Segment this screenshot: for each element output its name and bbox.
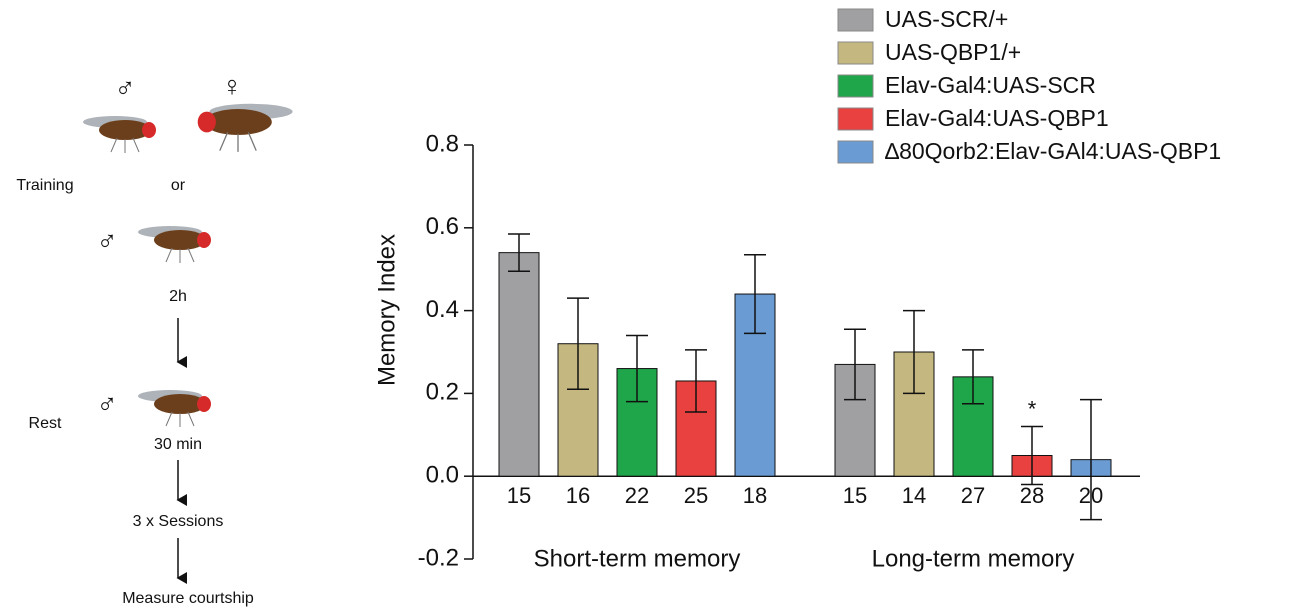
n-label: 15 [843, 483, 867, 508]
legend-swatch [837, 41, 874, 65]
n-label: 14 [902, 483, 926, 508]
legend-swatch [837, 8, 874, 32]
y-tick-label: 0.6 [426, 213, 459, 240]
x-group-label: Short-term memory [534, 545, 741, 572]
error-bar [744, 253, 766, 335]
step-label: Measure courtship [122, 590, 254, 607]
error-bar [685, 349, 707, 413]
n-label: 18 [743, 483, 767, 508]
legend-swatch [837, 107, 874, 131]
error-bar [1080, 398, 1102, 521]
legend-label: Elav-Gal4:UAS-SCR [885, 72, 1096, 98]
y-tick-label: 0.2 [426, 379, 459, 406]
x-group-label: Long-term memory [872, 545, 1075, 572]
legend-swatch [837, 140, 874, 164]
male-symbol: ♂ [97, 388, 118, 419]
step-label: 3 x Sessions [133, 513, 224, 530]
y-tick-label: 0.0 [426, 462, 459, 489]
legend-label: ∆80Qorb2:Elav-GAl4:UAS-QBP1 [885, 138, 1221, 164]
error-bar [903, 309, 925, 395]
fly-icon [82, 115, 157, 154]
step-label: 30 min [154, 436, 202, 453]
protocol-diagram: ♂ ♀ Training or ♂ 2h Rest ♂ 30 min 3 x S… [16, 70, 294, 607]
bar [498, 252, 540, 477]
n-label: 20 [1079, 483, 1103, 508]
n-label: 22 [625, 483, 649, 508]
legend-label: UAS-SCR/+ [885, 6, 1008, 32]
n-label: 27 [961, 483, 985, 508]
legend-label: Elav-Gal4:UAS-QBP1 [885, 105, 1109, 131]
fly-icon [137, 389, 212, 428]
error-bar [508, 233, 530, 273]
annotation: * [1028, 396, 1037, 421]
n-label: 16 [566, 483, 590, 508]
male-symbol: ♂ [97, 225, 118, 256]
legend-label: UAS-QBP1/+ [885, 39, 1021, 65]
step-label: Rest [29, 415, 62, 432]
male-symbol: ♂ [115, 72, 136, 103]
y-tick-label: 0.4 [426, 296, 459, 323]
error-bar [1021, 425, 1043, 486]
error-bar [626, 334, 648, 403]
female-symbol: ♀ [222, 70, 243, 101]
fly-icon [137, 225, 212, 264]
step-label: Training [16, 177, 73, 194]
legend-swatch [837, 74, 874, 98]
y-tick-label: -0.2 [418, 544, 459, 571]
step-label: 2h [169, 288, 187, 305]
y-tick-label: 0.8 [426, 130, 459, 157]
n-label: 15 [507, 483, 531, 508]
n-label: 28 [1020, 483, 1044, 508]
error-bar [567, 297, 589, 391]
error-bar [962, 349, 984, 405]
fly-icon [197, 103, 294, 153]
n-label: 25 [684, 483, 708, 508]
y-axis-label: Memory Index [373, 234, 400, 386]
error-bar [844, 328, 866, 401]
step-label: or [171, 177, 186, 194]
